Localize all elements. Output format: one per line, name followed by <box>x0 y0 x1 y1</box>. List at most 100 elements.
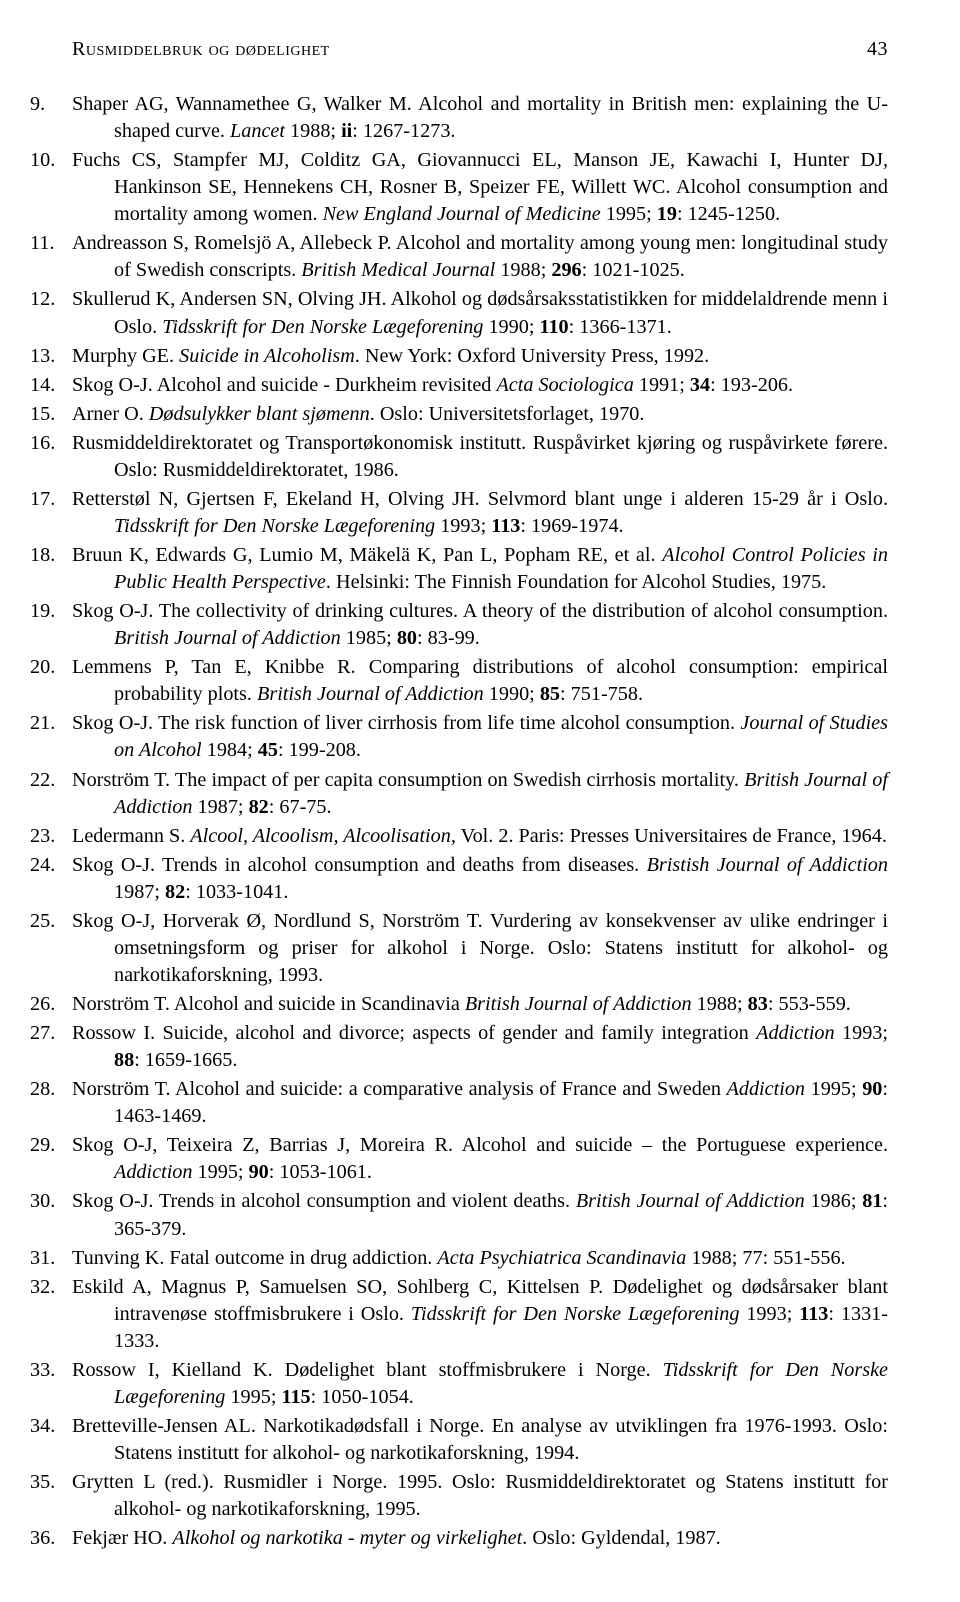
reference-text: 1995; <box>225 1386 281 1408</box>
reference-text: 113 <box>491 515 520 537</box>
reference-text: 80 <box>397 627 417 649</box>
reference-text: 110 <box>539 316 568 338</box>
reference-item: 14. Skog O-J. Alcohol and suicide - Durk… <box>72 372 888 399</box>
reference-text: 90 <box>249 1161 269 1183</box>
reference-text: Skog O-J. Alcohol and suicide - Durkheim… <box>72 374 496 396</box>
reference-text: 1987; <box>114 881 165 903</box>
reference-text: Norström T. Alcohol and suicide: a compa… <box>72 1078 727 1100</box>
reference-text: Rossow I, Kielland K. Dødelighet blant s… <box>72 1359 663 1381</box>
reference-text: Suicide in Alcoholism <box>179 345 355 367</box>
reference-item: 29. Skog O-J, Teixeira Z, Barrias J, Mor… <box>72 1132 888 1186</box>
reference-item: 15. Arner O. Dødsulykker blant sjømenn. … <box>72 401 888 428</box>
reference-text: : 1267-1273. <box>352 120 455 142</box>
reference-text: 1995; <box>805 1078 862 1100</box>
reference-item: 31. Tunving K. Fatal outcome in drug add… <box>72 1245 888 1272</box>
reference-text: : 1245-1250. <box>677 203 780 225</box>
reference-text: 34 <box>690 374 710 396</box>
reference-text: Shaper AG, Wannamethee G, Walker M. Alco… <box>72 93 888 142</box>
reference-text: Arner O. <box>72 403 149 425</box>
reference-text: : 553-559. <box>768 993 851 1015</box>
reference-text: New England Journal of Medicine <box>323 203 601 225</box>
reference-text: : 1021-1025. <box>582 259 685 281</box>
reference-text: British Medical Journal <box>301 259 495 281</box>
reference-item: 28. Norström T. Alcohol and suicide: a c… <box>72 1076 888 1130</box>
running-title: Rusmiddelbruk og dødelighet <box>72 38 330 61</box>
reference-text: Addiction <box>114 1161 193 1183</box>
reference-text: : 1969-1974. <box>520 515 623 537</box>
reference-text: 296 <box>551 259 581 281</box>
reference-text: Rusmiddeldirektoratet og Transportøkonom… <box>72 432 888 481</box>
reference-text: . Oslo: Gyldendal, 1987. <box>522 1527 721 1549</box>
reference-text: 1995; <box>601 203 657 225</box>
reference-item: 11. Andreasson S, Romelsjö A, Allebeck P… <box>72 230 888 284</box>
reference-text: . New York: Oxford University Press, 199… <box>355 345 709 367</box>
reference-item: 32. Eskild A, Magnus P, Samuelsen SO, So… <box>72 1274 888 1355</box>
reference-text: 1988; <box>285 120 341 142</box>
reference-text: : 67-75. <box>269 796 332 818</box>
reference-text: 88 <box>114 1049 134 1071</box>
reference-item: 27. Rossow I. Suicide, alcohol and divor… <box>72 1020 888 1074</box>
reference-item: 24. Skog O-J. Trends in alcohol consumpt… <box>72 852 888 906</box>
reference-item: 33. Rossow I, Kielland K. Dødelighet bla… <box>72 1357 888 1411</box>
reference-text: Skog O-J, Teixeira Z, Barrias J, Moreira… <box>72 1134 888 1156</box>
reference-item: 9. Shaper AG, Wannamethee G, Walker M. A… <box>72 91 888 145</box>
reference-item: 18. Bruun K, Edwards G, Lumio M, Mäkelä … <box>72 542 888 596</box>
reference-text: British Journal of Addiction <box>257 683 484 705</box>
reference-text: Vol. 2. Paris: Presses Universitaires de… <box>456 825 887 847</box>
reference-text: Skog O-J, Horverak Ø, Nordlund S, Norstr… <box>72 910 888 986</box>
reference-text: Skog O-J. The collectivity of drinking c… <box>72 600 888 622</box>
reference-text: 1995; <box>193 1161 249 1183</box>
reference-text: British Journal of Addiction <box>576 1190 805 1212</box>
reference-text: : 1366-1371. <box>569 316 672 338</box>
reference-text: Skog O-J. The risk function of liver cir… <box>72 712 740 734</box>
reference-text: British Journal of Addiction <box>465 993 692 1015</box>
reference-text: Tidsskrift for Den Norske Lægeforening <box>411 1303 740 1325</box>
reference-item: 30. Skog O-J. Trends in alcohol consumpt… <box>72 1188 888 1242</box>
reference-text: 1993; <box>835 1022 888 1044</box>
reference-text: British Journal of Addiction <box>114 627 341 649</box>
reference-item: 19. Skog O-J. The collectivity of drinki… <box>72 598 888 652</box>
reference-text: : 1053-1061. <box>269 1161 372 1183</box>
reference-text: Addiction <box>727 1078 806 1100</box>
reference-text: 82 <box>249 796 269 818</box>
reference-text: 19 <box>657 203 677 225</box>
reference-text: 81 <box>862 1190 882 1212</box>
reference-text: : 83-99. <box>417 627 480 649</box>
reference-item: 36. Fekjær HO. Alkohol og narkotika - my… <box>72 1525 888 1552</box>
reference-text: Bristish Journal of Addiction <box>647 854 888 876</box>
reference-text: 1990; <box>483 316 539 338</box>
reference-text: 1991; <box>634 374 690 396</box>
reference-text: : 1659-1665. <box>134 1049 237 1071</box>
reference-text: Bruun K, Edwards G, Lumio M, Mäkelä K, P… <box>72 544 662 566</box>
reference-item: 20. Lemmens P, Tan E, Knibbe R. Comparin… <box>72 654 888 708</box>
reference-text: Lancet <box>230 120 285 142</box>
page-number: 43 <box>867 38 888 61</box>
page-root: Rusmiddelbruk og dødelighet 43 9. Shaper… <box>0 0 960 1602</box>
reference-text: 83 <box>748 993 768 1015</box>
reference-text: 90 <box>862 1078 882 1100</box>
reference-text: ii <box>341 120 352 142</box>
reference-text: 1986; <box>805 1190 863 1212</box>
reference-item: 22. Norström T. The impact of per capita… <box>72 767 888 821</box>
reference-text: . Helsinki: The Finnish Foundation for A… <box>326 571 826 593</box>
reference-text: Murphy GE. <box>72 345 179 367</box>
reference-text: 1984; <box>202 739 258 761</box>
reference-list: 9. Shaper AG, Wannamethee G, Walker M. A… <box>72 91 888 1552</box>
reference-item: 10. Fuchs CS, Stampfer MJ, Colditz GA, G… <box>72 147 888 228</box>
reference-text: Norström T. The impact of per capita con… <box>72 769 744 791</box>
reference-text: : 751-758. <box>560 683 643 705</box>
reference-item: 21. Skog O-J. The risk function of liver… <box>72 710 888 764</box>
reference-item: 12. Skullerud K, Andersen SN, Olving JH.… <box>72 286 888 340</box>
reference-text: 1987; <box>193 796 249 818</box>
reference-text: Retterstøl N, Gjertsen F, Ekeland H, Olv… <box>72 488 888 510</box>
reference-item: 23. Ledermann S. Alcool, Alcoolism, Alco… <box>72 823 888 850</box>
reference-text: Tidsskrift for Den Norske Lægeforening <box>162 316 483 338</box>
reference-text: Ledermann S. <box>72 825 190 847</box>
reference-text: 1988; <box>692 993 748 1015</box>
reference-text: Dødsulykker blant sjømenn <box>149 403 370 425</box>
reference-text: 1985; <box>341 627 397 649</box>
reference-text: Bretteville-Jensen AL. Narkotikadødsfall… <box>72 1415 888 1464</box>
reference-text: 115 <box>281 1386 310 1408</box>
reference-item: 35. Grytten L (red.). Rusmidler i Norge.… <box>72 1469 888 1523</box>
reference-text: Acta Sociologica <box>496 374 633 396</box>
